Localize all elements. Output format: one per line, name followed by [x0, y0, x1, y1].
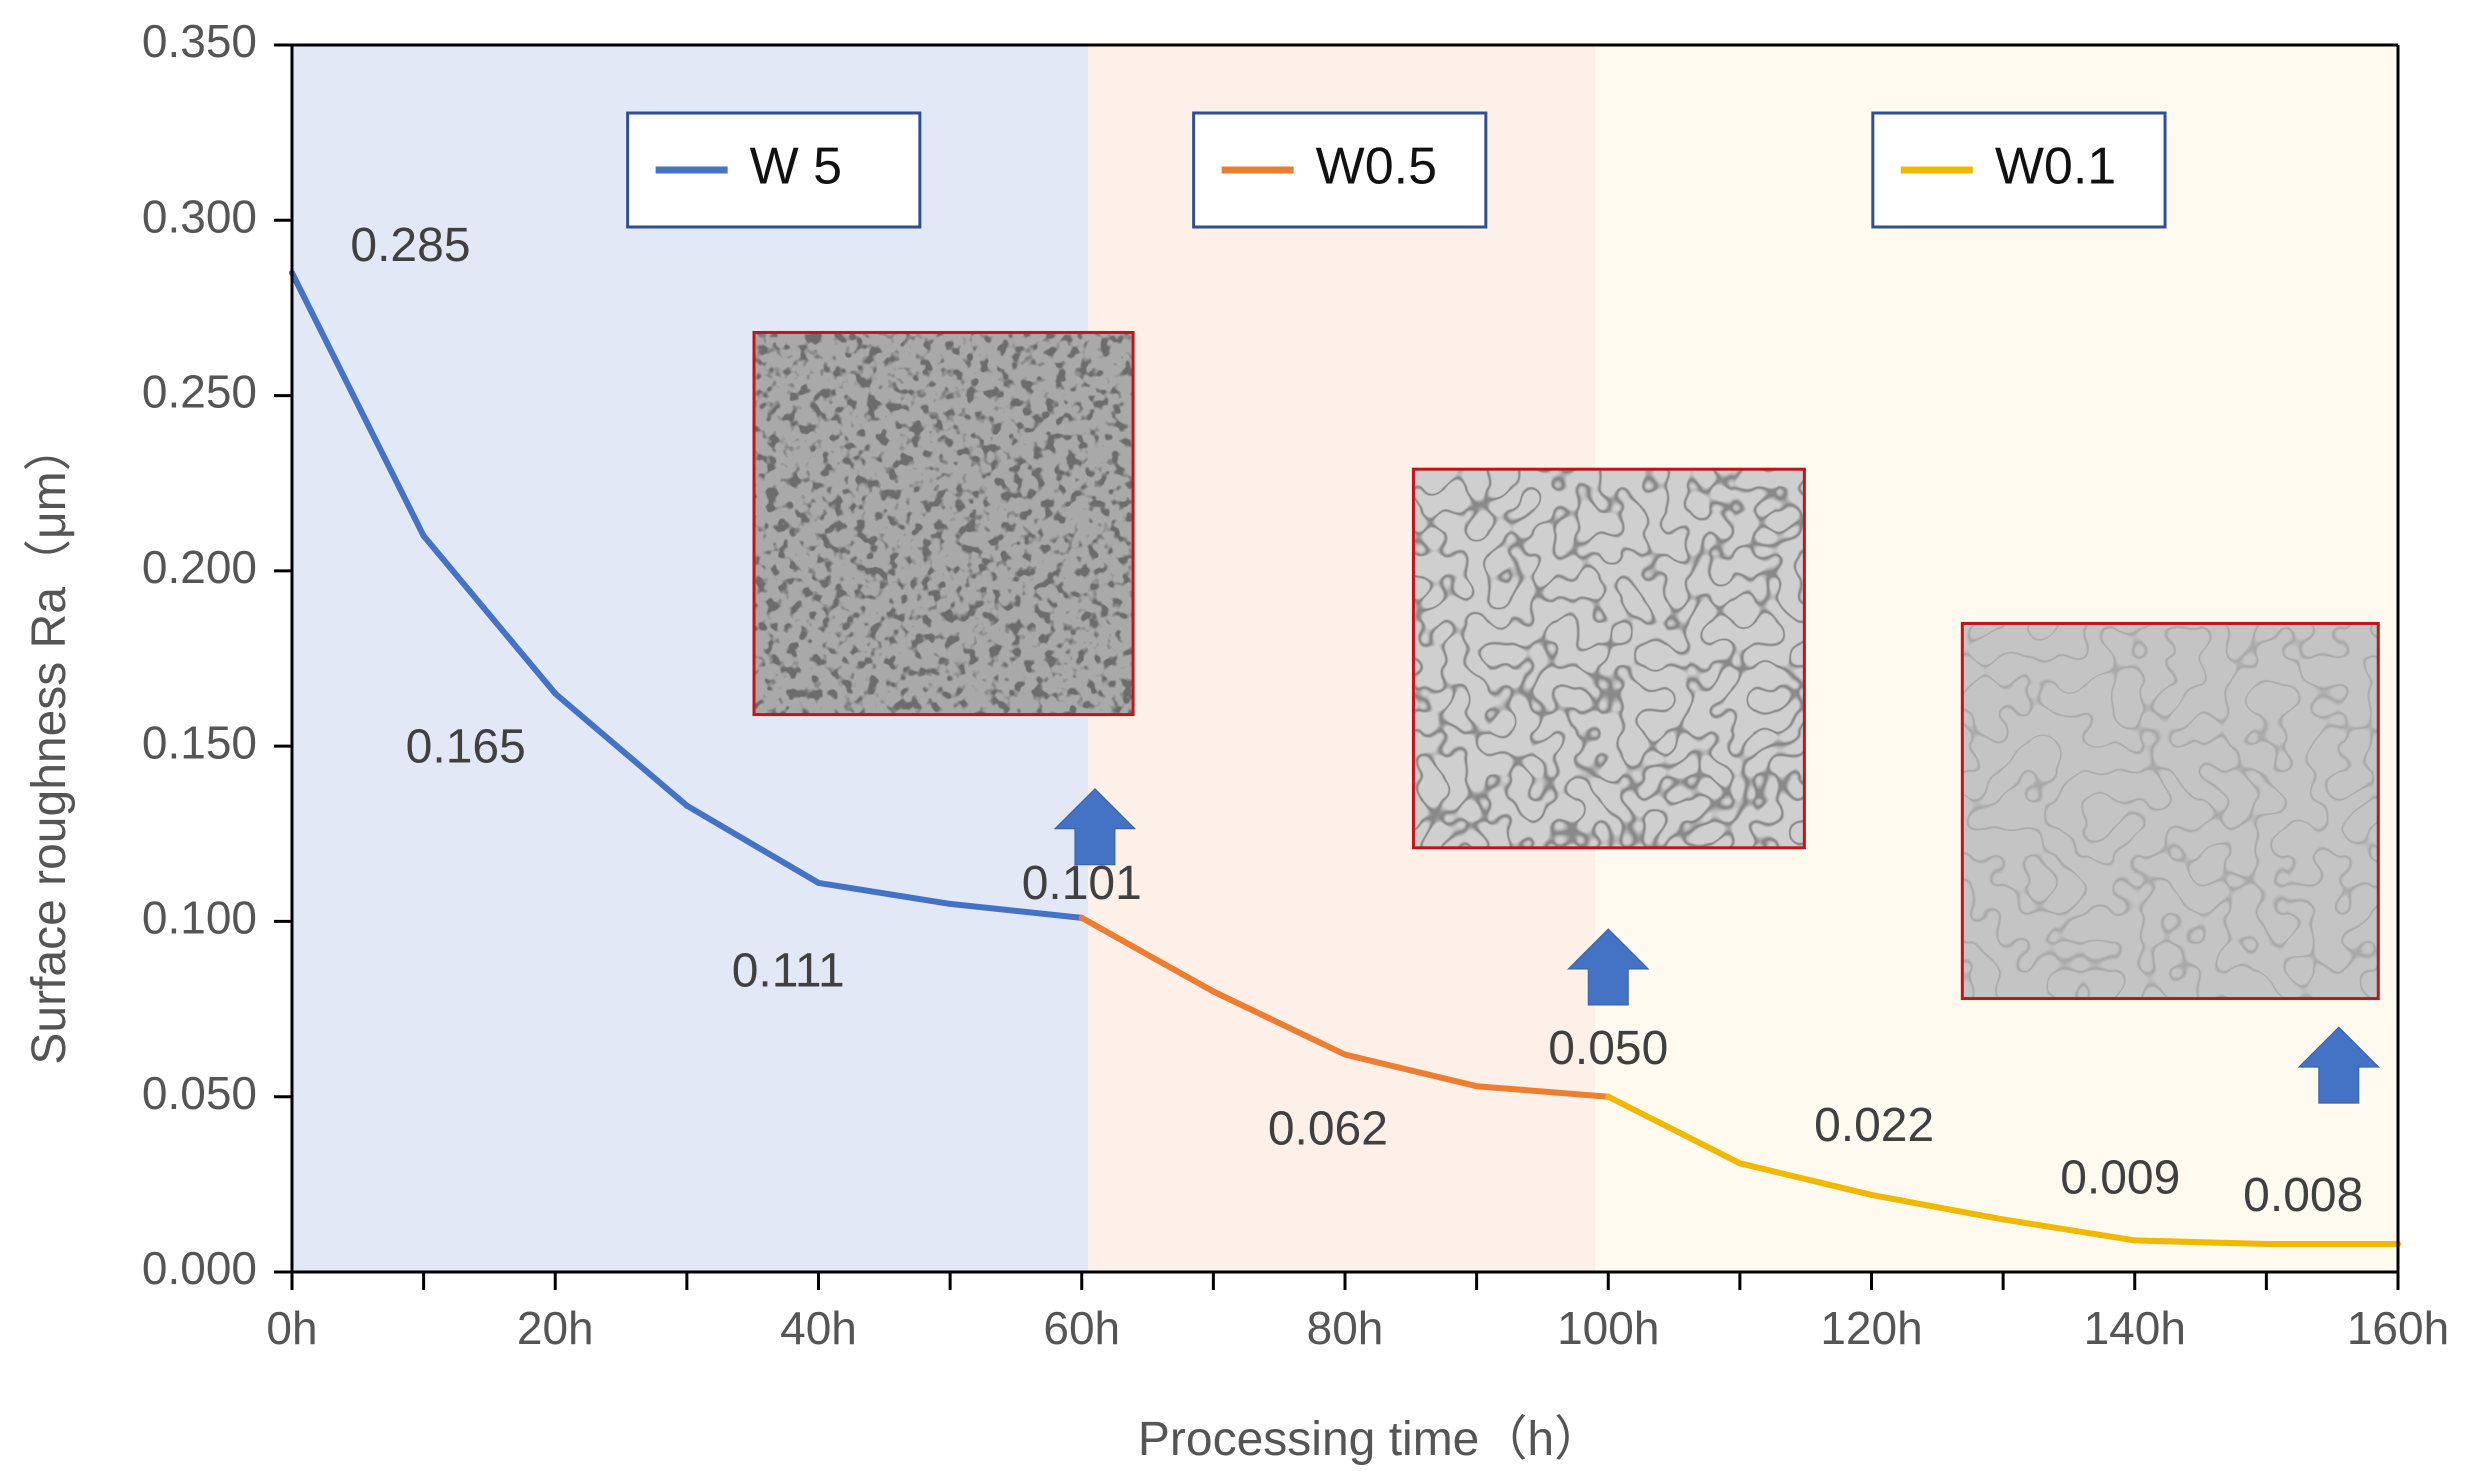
data-point-2-5 — [2263, 1240, 2270, 1247]
data-label-0.008: 0.008 — [2243, 1169, 2363, 1222]
arrow-60h-icon — [1053, 788, 1137, 866]
x-tick-label-160h: 160h — [2347, 1302, 2449, 1354]
data-label-0.285: 0.285 — [350, 219, 470, 272]
legend-w0.5: W0.5 — [1192, 111, 1488, 229]
data-point-1-2 — [1342, 1051, 1348, 1058]
data-label-0.165: 0.165 — [406, 720, 526, 773]
data-point-2-4 — [2131, 1237, 2138, 1244]
data-point-1-3 — [1473, 1083, 1480, 1090]
micrograph-100h — [1411, 467, 1806, 850]
micrograph-60h-frame — [752, 330, 1135, 717]
legend-label: W0.5 — [1316, 138, 1437, 196]
x-tick-label-20h: 20h — [517, 1302, 594, 1354]
micrograph-60h-image — [754, 332, 1134, 715]
data-point-2-2 — [1868, 1191, 1875, 1198]
data-label-0.101: 0.101 — [1022, 857, 1142, 910]
data-label-0.111: 0.111 — [732, 945, 845, 998]
data-label-0.022: 0.022 — [1814, 1099, 1934, 1152]
y-tick-label-0.100: 0.100 — [142, 892, 257, 944]
x-tick-label-40h: 40h — [780, 1302, 857, 1354]
legend-w5: W 5 — [626, 111, 922, 229]
data-label-0.050: 0.050 — [1548, 1022, 1668, 1075]
arrow-160h-icon — [2297, 1026, 2380, 1104]
micrograph-160h — [1960, 621, 2380, 1001]
data-point-1-0 — [1078, 914, 1085, 921]
x-axis-title: Processing time（h） — [1138, 1413, 1602, 1466]
y-tick-label-0.350: 0.350 — [142, 15, 257, 67]
data-point-1-1 — [1210, 988, 1217, 995]
data-point-2-3 — [2000, 1216, 2007, 1223]
x-tick-label-60h: 60h — [1043, 1302, 1120, 1354]
micrograph-160h-image — [1962, 623, 2379, 999]
y-axis-title: Surface roughness Ra（μm） — [23, 423, 76, 1064]
arrow-100h-icon — [1567, 928, 1650, 1006]
x-tick-label-140h: 140h — [2084, 1302, 2186, 1354]
y-tick-label-0.300: 0.300 — [142, 190, 257, 242]
y-tick-label-0.050: 0.050 — [142, 1067, 257, 1119]
x-tick-label-0h: 0h — [266, 1302, 317, 1354]
legend-w0.1: W0.1 — [1871, 111, 2167, 229]
micrograph-160h-frame — [1960, 621, 2380, 1001]
micrograph-100h-frame — [1411, 467, 1806, 850]
data-point-2-0 — [1605, 1093, 1612, 1100]
legend-label: W 5 — [750, 138, 842, 196]
data-label-0.062: 0.062 — [1268, 1102, 1388, 1155]
micrograph-60h — [752, 330, 1135, 717]
x-tick-label-100h: 100h — [1557, 1302, 1659, 1354]
micrograph-100h-image — [1413, 469, 1805, 848]
data-point-0-2 — [552, 690, 559, 697]
data-point-0-3 — [683, 802, 690, 809]
y-tick-label-0.000: 0.000 — [142, 1242, 257, 1294]
y-tick-label-0.150: 0.150 — [142, 716, 257, 768]
data-point-2-1 — [1736, 1160, 1743, 1167]
data-point-0-5 — [947, 900, 954, 907]
y-tick-label-0.200: 0.200 — [142, 541, 257, 593]
legend-label: W0.1 — [1995, 138, 2116, 196]
x-tick-label-120h: 120h — [1820, 1302, 1922, 1354]
x-tick-label-80h: 80h — [1307, 1302, 1384, 1354]
data-point-0-4 — [815, 879, 822, 886]
data-label-0.009: 0.009 — [2060, 1152, 2180, 1205]
y-tick-label-0.250: 0.250 — [142, 366, 257, 418]
data-point-0-1 — [420, 532, 427, 539]
